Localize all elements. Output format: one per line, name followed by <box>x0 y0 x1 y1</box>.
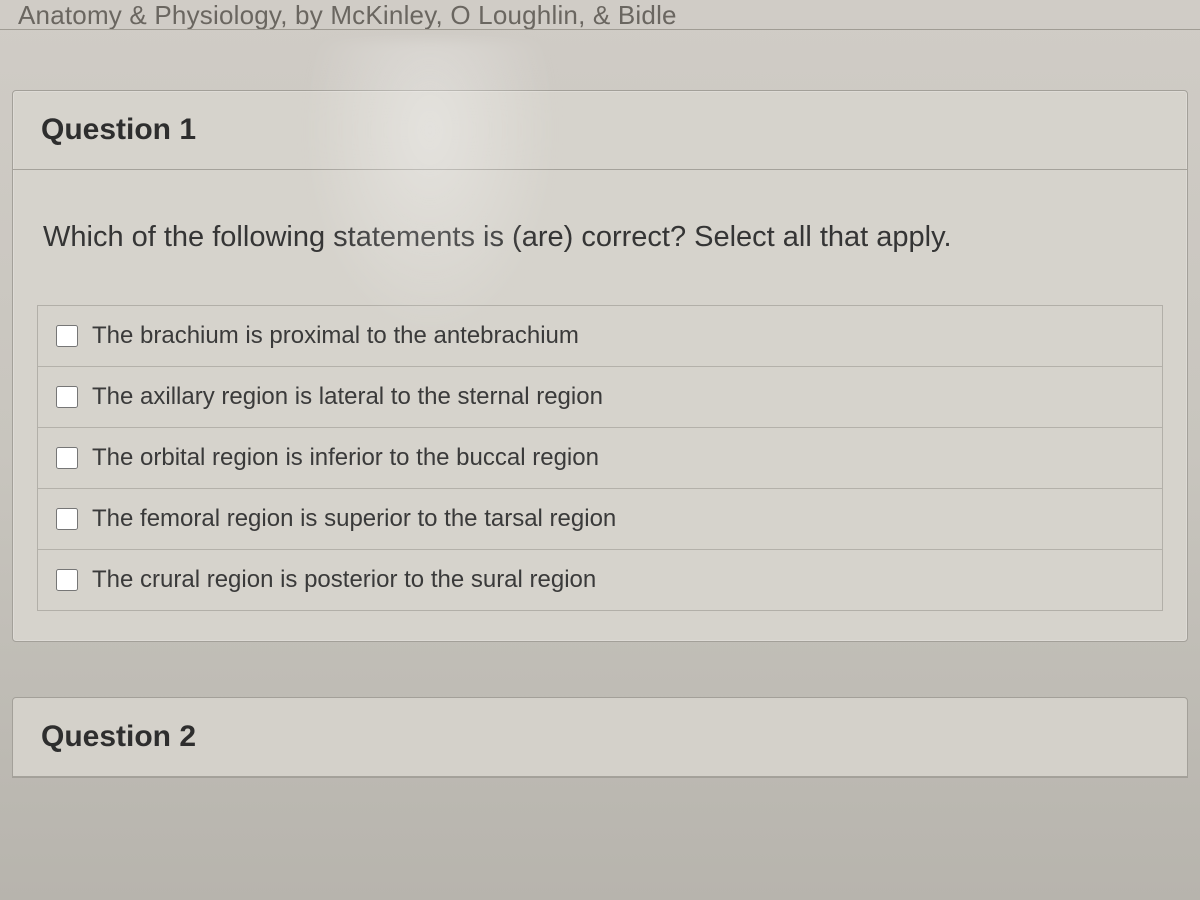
page-header-fragment: Anatomy & Physiology, by McKinley, O Lou… <box>0 0 1200 30</box>
option-label[interactable]: The femoral region is superior to the ta… <box>92 505 616 533</box>
option-label[interactable]: The axillary region is lateral to the st… <box>92 383 603 411</box>
option-label[interactable]: The orbital region is inferior to the bu… <box>92 444 599 472</box>
question-2-card: Question 2 <box>12 697 1188 778</box>
spacer <box>0 30 1200 90</box>
option-row[interactable]: The orbital region is inferior to the bu… <box>38 428 1162 489</box>
option-label[interactable]: The brachium is proximal to the antebrac… <box>92 322 579 350</box>
question-1-options: The brachium is proximal to the antebrac… <box>37 305 1163 611</box>
option-checkbox-3[interactable] <box>56 447 78 469</box>
question-1-card: Question 1 Which of the following statem… <box>12 90 1188 642</box>
option-row[interactable]: The brachium is proximal to the antebrac… <box>38 306 1162 367</box>
option-label[interactable]: The crural region is posterior to the su… <box>92 566 596 594</box>
option-row[interactable]: The femoral region is superior to the ta… <box>38 489 1162 550</box>
option-checkbox-1[interactable] <box>56 325 78 347</box>
option-checkbox-5[interactable] <box>56 569 78 591</box>
question-2-title: Question 2 <box>13 698 1187 777</box>
option-row[interactable]: The crural region is posterior to the su… <box>38 550 1162 610</box>
option-row[interactable]: The axillary region is lateral to the st… <box>38 367 1162 428</box>
quiz-page: Anatomy & Physiology, by McKinley, O Lou… <box>0 0 1200 900</box>
question-1-title: Question 1 <box>13 91 1187 170</box>
question-1-prompt: Which of the following statements is (ar… <box>13 170 1187 305</box>
option-checkbox-4[interactable] <box>56 508 78 530</box>
option-checkbox-2[interactable] <box>56 386 78 408</box>
